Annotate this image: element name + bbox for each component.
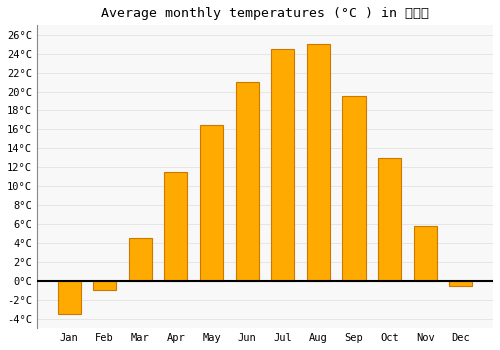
- Bar: [342, 96, 365, 281]
- Bar: [128, 238, 152, 281]
- Title: Average monthly temperatures (°C ) in 옥천군: Average monthly temperatures (°C ) in 옥천…: [101, 7, 429, 20]
- Bar: [271, 49, 294, 281]
- Bar: [449, 281, 472, 286]
- Bar: [93, 281, 116, 290]
- Bar: [307, 44, 330, 281]
- Bar: [164, 172, 188, 281]
- Bar: [200, 125, 223, 281]
- Bar: [378, 158, 401, 281]
- Bar: [236, 82, 258, 281]
- Bar: [58, 281, 80, 314]
- Bar: [414, 226, 436, 281]
